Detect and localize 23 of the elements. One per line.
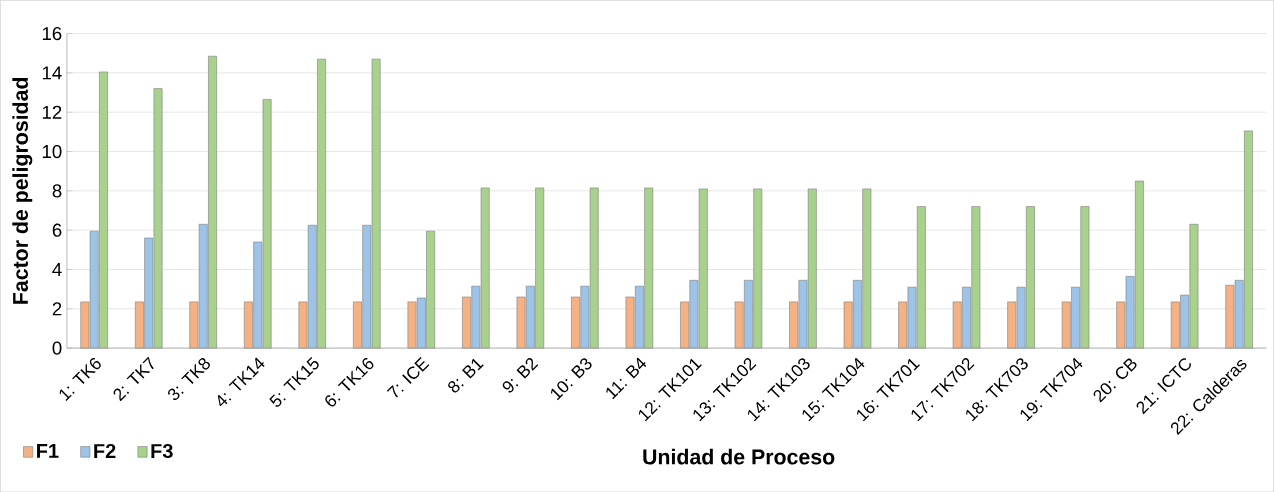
x-tick-label: 11: B4	[606, 357, 647, 400]
x-tick-label: 10: B3	[551, 357, 592, 401]
legend-label: F2	[94, 443, 116, 458]
y-tick-label: 14	[42, 66, 62, 80]
legend-label: F1	[37, 443, 59, 458]
x-tick-label: 2: TK7	[113, 356, 154, 402]
x-tick-label: 20: CB	[1093, 358, 1137, 403]
y-tick-label: 2	[52, 302, 62, 316]
x-axis-title: Unidad de Proceso	[643, 448, 835, 465]
x-tick-label: 1: TK6	[59, 357, 101, 401]
x-tick-label: 9: B2	[502, 357, 539, 393]
y-tick-label: 6	[52, 223, 62, 237]
legend-label: F3	[151, 443, 173, 458]
y-axis-title: Factor de peligrosidad	[12, 77, 33, 304]
y-tick-label: 16	[42, 26, 62, 41]
y-tick-label: 0	[52, 341, 62, 355]
x-tick-label: 3: TK8	[168, 357, 210, 400]
x-tick-label: 8: B1	[448, 358, 484, 393]
y-tick-label: 10	[42, 144, 62, 158]
y-tick-label: 12	[42, 105, 62, 119]
y-tick-label: 8	[52, 184, 62, 198]
x-tick-label: 7: ICE	[386, 356, 430, 398]
y-tick-label: 4	[52, 262, 62, 276]
